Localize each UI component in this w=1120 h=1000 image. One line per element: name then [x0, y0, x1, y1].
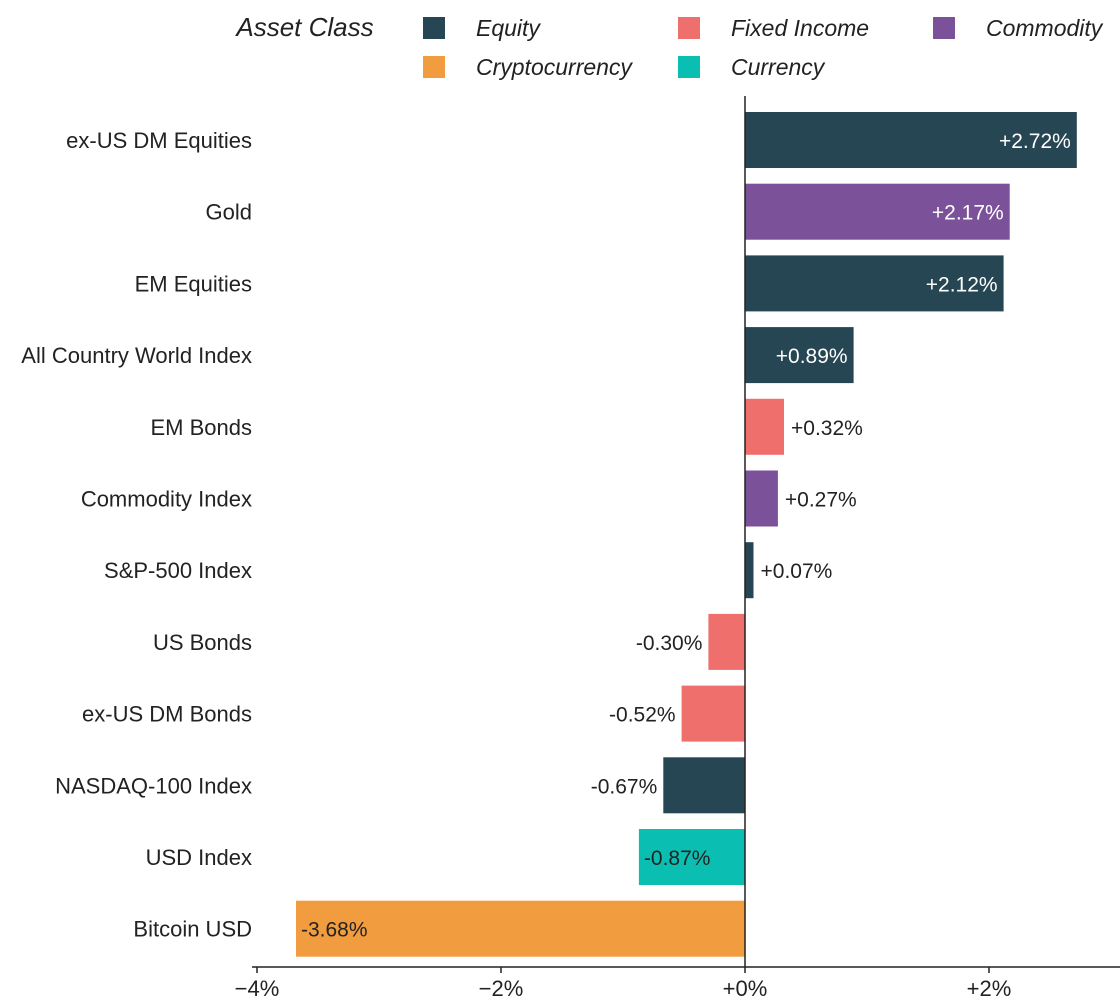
x-tick-label: −4% [235, 976, 280, 1000]
value-label-bitcoin-usd: -3.68% [301, 919, 368, 942]
value-label-all-country-world-index: +0.89% [776, 345, 848, 368]
value-label-us-bonds: -0.30% [636, 632, 703, 655]
bar-s-p-500-index [745, 542, 754, 599]
legend-swatch-fixed-income [678, 17, 700, 39]
bar-bitcoin-usd [296, 900, 745, 957]
category-label-all-country-world-index: All Country World Index [21, 343, 252, 368]
bar-us-bonds [708, 613, 745, 670]
x-tick-label: −2% [479, 976, 524, 1000]
bar-all-country-world-index [745, 327, 854, 384]
x-tick-label: +0% [723, 976, 768, 1000]
legend-swatch-commodity [933, 17, 955, 39]
value-label-em-bonds: +0.32% [791, 417, 863, 440]
category-label-ex-us-dm-bonds: ex-US DM Bonds [82, 702, 252, 727]
x-tick-label: +2% [967, 976, 1012, 1000]
category-label-bitcoin-usd: Bitcoin USD [133, 917, 252, 942]
category-labels: ex-US DM Equities Gold EM Equities All Coun… [21, 128, 252, 942]
value-label-gold: +2.17% [932, 202, 1004, 225]
bar-em-bonds [745, 398, 784, 455]
bar-commodity-index [745, 470, 778, 527]
legend-label-currency: Currency [731, 54, 826, 80]
value-label-commodity-index: +0.27% [785, 489, 857, 512]
value-label-em-equities: +2.12% [926, 273, 998, 296]
category-label-us-bonds: US Bonds [153, 630, 252, 655]
category-label-nasdaq-100-index: NASDAQ-100 Index [55, 773, 252, 798]
bar-gold [745, 183, 1010, 240]
legend-swatch-cryptocurrency [423, 56, 445, 78]
legend-swatch-equity [423, 17, 445, 39]
category-label-em-equities: EM Equities [135, 271, 252, 296]
legend-label-commodity: Commodity [986, 15, 1104, 41]
legend: Asset Class Equity Fixed Income Commodity C… [234, 12, 1103, 80]
legend-title: Asset Class [234, 12, 373, 42]
category-label-commodity-index: Commodity Index [81, 487, 252, 512]
category-label-usd-index: USD Index [146, 845, 252, 870]
bar-em-equities [745, 255, 1004, 312]
axes: −4% −2% +0% +2% [235, 96, 1120, 1000]
legend-label-cryptocurrency: Cryptocurrency [476, 54, 633, 80]
value-label-usd-index: -0.87% [644, 847, 711, 870]
legend-swatch-currency [678, 56, 700, 78]
value-label-ex-us-dm-equities: +2.72% [999, 130, 1071, 153]
category-label-gold: Gold [206, 200, 252, 225]
category-label-s-p-500-index: S&P-500 Index [104, 558, 252, 583]
bar-nasdaq-100-index [663, 757, 745, 814]
category-label-em-bonds: EM Bonds [151, 415, 253, 440]
bar-ex-us-dm-equities [745, 112, 1077, 168]
value-label-nasdaq-100-index: -0.67% [591, 775, 658, 798]
category-label-ex-us-dm-equities: ex-US DM Equities [66, 128, 252, 153]
legend-label-equity: Equity [476, 15, 541, 41]
legend-label-fixed-income: Fixed Income [731, 15, 869, 41]
value-label-s-p-500-index: +0.07% [761, 560, 833, 583]
value-label-ex-us-dm-bonds: -0.52% [609, 704, 676, 727]
bars: +2.72% +2.17% +2.12% +0.89% +0.32% +0.27% +0.0… [296, 112, 1077, 957]
bar-ex-us-dm-bonds [681, 685, 745, 742]
bar-usd-index [638, 829, 745, 885]
